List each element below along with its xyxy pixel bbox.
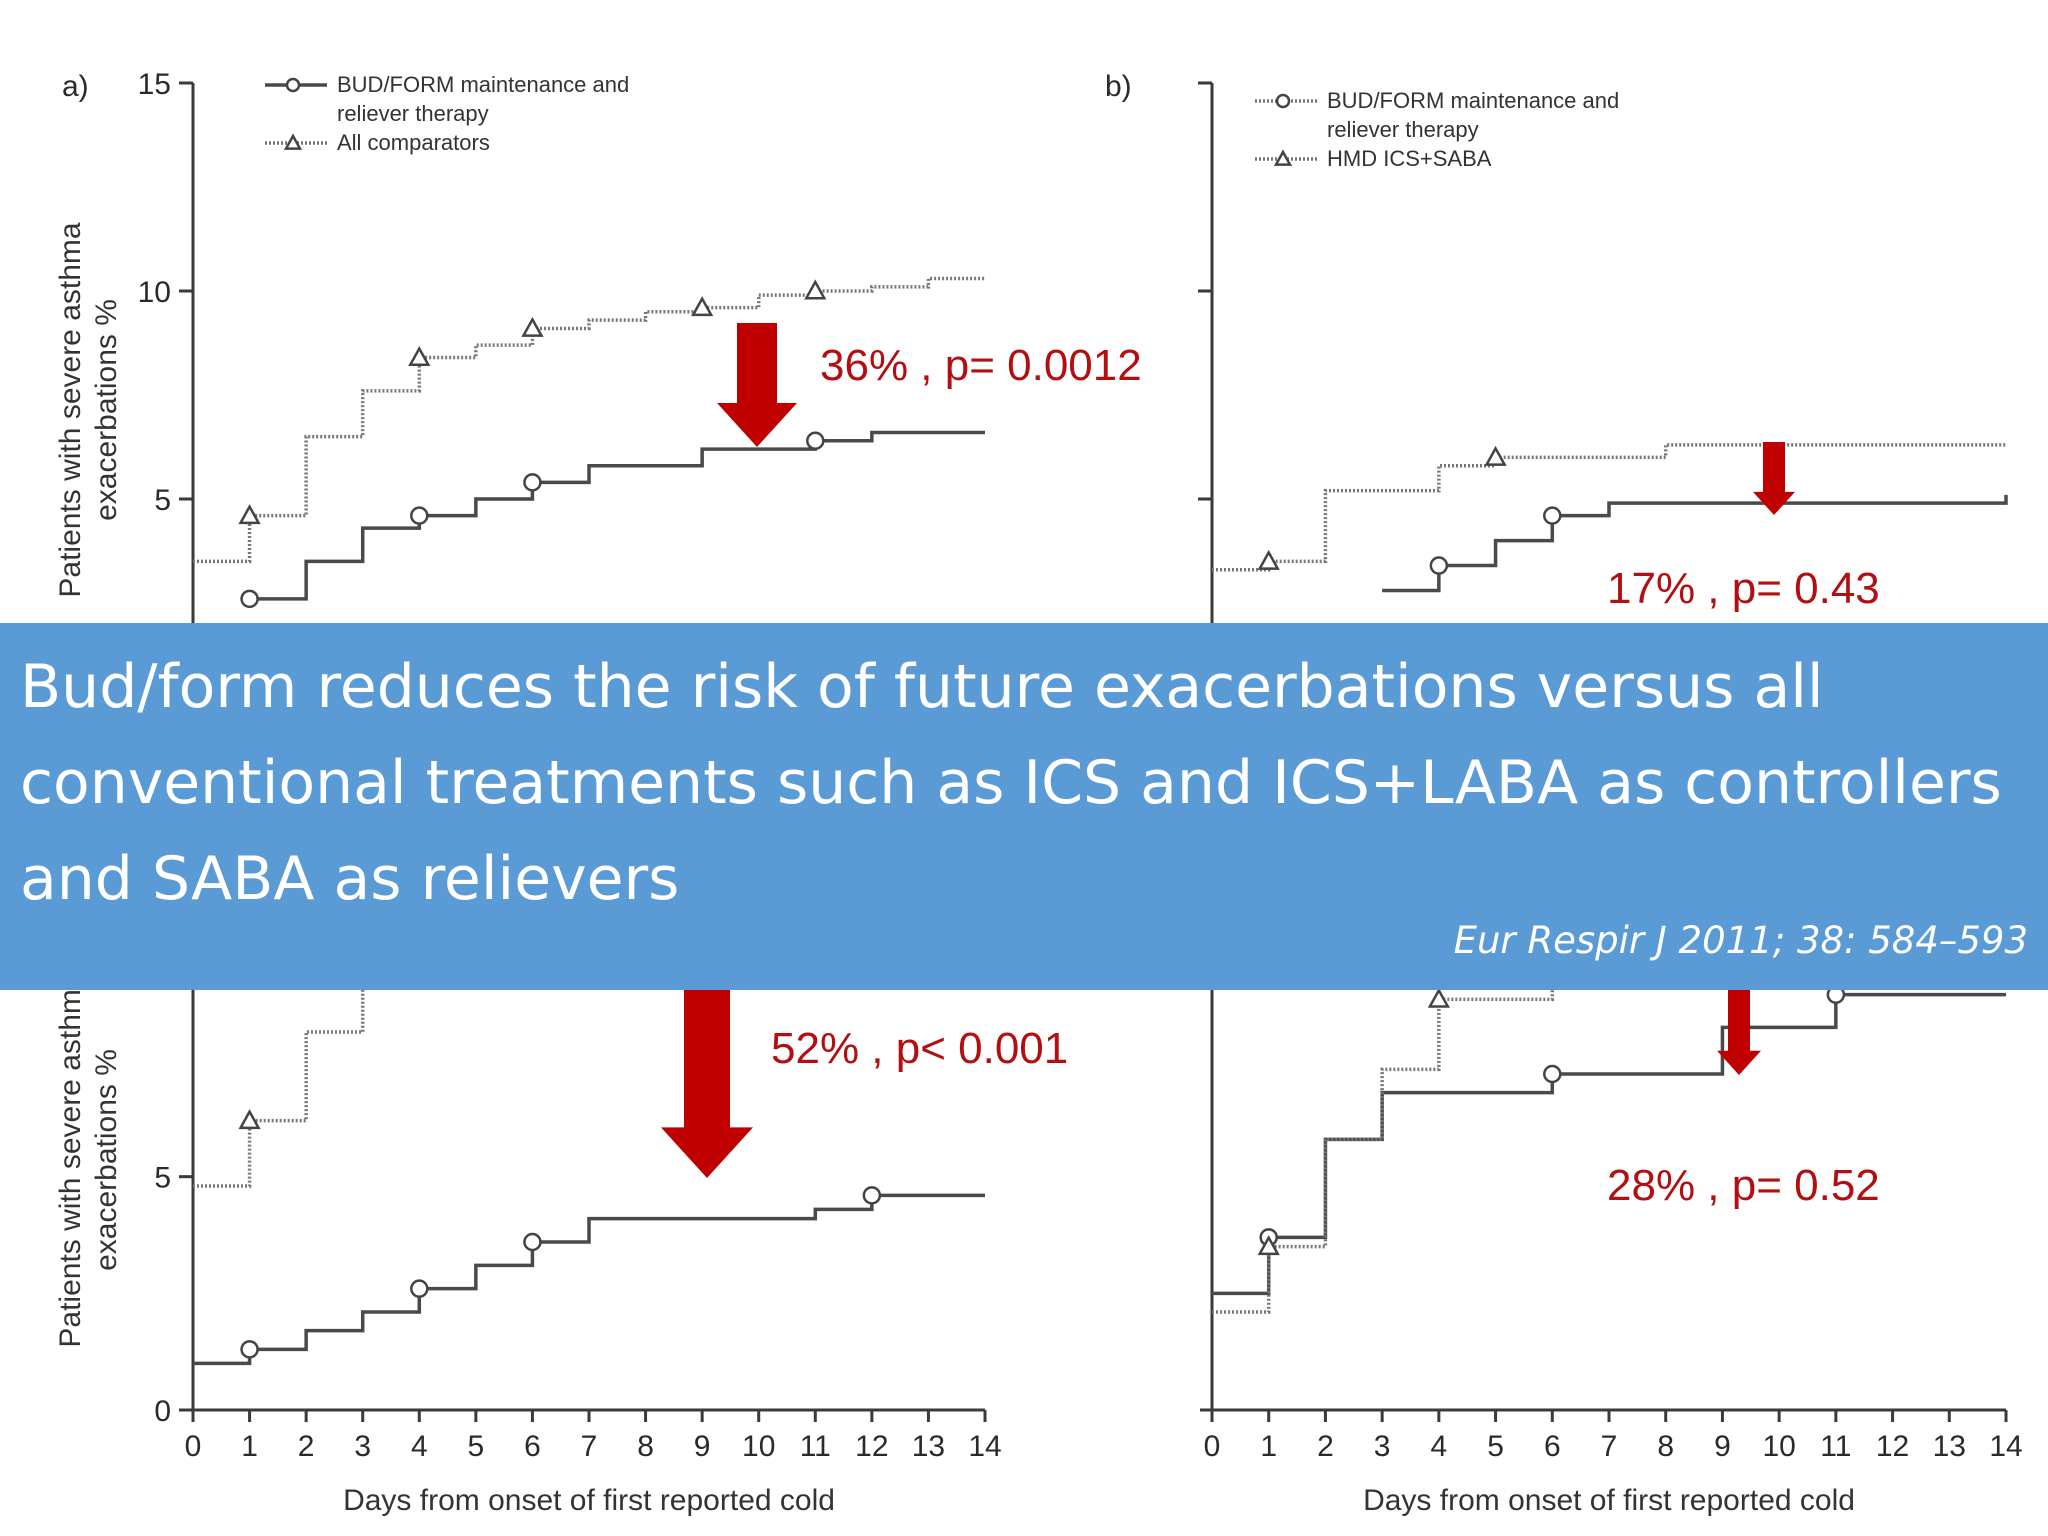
series-marker-triangle [408, 345, 431, 367]
series-line-2 [193, 276, 985, 564]
chart-panel-3: 105001234567891011121314Days from onset … [54, 928, 1068, 1517]
x-tick-label: 7 [581, 1430, 598, 1463]
x-tick-label: 2 [298, 1430, 315, 1463]
x-tick-label: 13 [1933, 1430, 1966, 1463]
series-line-1 [249, 430, 985, 601]
series-line-2 [1212, 950, 1725, 1314]
x-tick-label: 10 [1762, 1430, 1795, 1463]
series-marker-triangle [691, 296, 714, 317]
x-tick-label: 9 [1714, 1430, 1731, 1463]
x-tick-label: 3 [354, 1430, 371, 1463]
x-tick-label: 10 [742, 1430, 775, 1463]
plot-area [1212, 950, 2006, 1314]
series-line-1 [193, 1193, 985, 1366]
series-marker-circle [806, 431, 825, 451]
x-axis-label: Days from onset of first reported cold [1363, 1484, 1855, 1517]
x-tick-label: 11 [800, 1430, 831, 1463]
series-marker-triangle [1257, 1235, 1280, 1256]
series-marker-triangle [804, 279, 827, 300]
x-tick-label: 12 [1876, 1430, 1909, 1463]
plot-area [1212, 443, 2008, 593]
legend-entry-2: All comparators [337, 130, 490, 155]
x-tick-label: 0 [1204, 1430, 1221, 1463]
y-tick-label: 5 [154, 1162, 171, 1195]
citation: Eur Respir J 2011; 38: 584–593 [1453, 919, 2028, 962]
reduction-arrow [661, 990, 753, 1178]
legend-marker-circle [1275, 93, 1291, 109]
series-line-2 [193, 950, 422, 1188]
summary-banner: Bud/form reduces the risk of future exac… [0, 623, 2048, 990]
legend-marker-triangle [283, 133, 303, 150]
x-tick-label: 14 [1989, 1430, 2022, 1463]
reduction-annotation: 52% , p< 0.001 [771, 1024, 1068, 1073]
x-tick-label: 5 [1487, 1430, 1504, 1463]
x-tick-label: 8 [1657, 1430, 1674, 1463]
series-marker-circle [523, 1232, 542, 1252]
x-tick-label: 13 [912, 1430, 945, 1463]
y-tick-label: 10 [138, 276, 171, 309]
series-marker-circle [1543, 506, 1562, 525]
x-tick-label: 9 [694, 1430, 711, 1463]
x-tick-label: 4 [411, 1430, 428, 1463]
legend: BUD/FORM maintenance and reliever therapy… [265, 72, 629, 155]
reduction-arrow [717, 323, 797, 447]
x-tick-label: 7 [1601, 1430, 1618, 1463]
legend-marker-circle [285, 77, 301, 93]
reduction-annotation: 36% , p= 0.0012 [820, 341, 1142, 390]
x-tick-label: 12 [855, 1430, 888, 1463]
x-tick-label: 6 [1544, 1430, 1561, 1463]
reduction-arrow [1753, 442, 1795, 515]
legend-entry-1: BUD/FORM maintenance and reliever therapy [337, 72, 629, 126]
chart-panel-1: 15 10 5 Patients with severe asthma exacerba… [54, 68, 1142, 1410]
x-tick-label: 14 [968, 1430, 1001, 1463]
x-tick-label: 5 [468, 1430, 485, 1463]
series-marker-triangle [521, 316, 544, 337]
reduction-arrow [1717, 990, 1761, 1075]
series-marker-circle [1543, 1064, 1562, 1084]
x-tick-label: 2 [1317, 1430, 1334, 1463]
x-tick-label: 11 [1820, 1430, 1851, 1463]
legend-marker-triangle [1273, 149, 1293, 166]
legend-entry-2: HMD ICS+SABA [1327, 146, 1492, 171]
y-tick-label: 0 [154, 1395, 171, 1428]
series-marker-triangle [1257, 549, 1280, 570]
series-marker-circle [410, 506, 429, 525]
series-marker-circle [862, 1186, 882, 1205]
series-marker-triangle [238, 1109, 261, 1130]
panel-label: a) [62, 70, 89, 103]
banner-text: Bud/form reduces the risk of future exac… [20, 652, 2002, 914]
panel-label: b) [1105, 70, 1132, 103]
y-tick-label: 15 [138, 68, 171, 101]
x-tick-label: 3 [1374, 1430, 1391, 1463]
series-marker-circle [1429, 556, 1449, 575]
reduction-annotation: 28% , p= 0.52 [1607, 1161, 1880, 1210]
series-line-2 [1212, 443, 2006, 572]
series-marker-triangle [1427, 987, 1450, 1008]
x-tick-label: 8 [637, 1430, 654, 1463]
plot-area [193, 276, 985, 609]
series-marker-circle [523, 473, 542, 492]
series-marker-circle [240, 1340, 259, 1359]
x-tick-label: 6 [524, 1430, 541, 1463]
plot-area [193, 950, 985, 1366]
y-axis-label: Patients with severe asthma exacerbations… [54, 222, 123, 597]
legend: BUD/FORM maintenance and reliever therapy… [1255, 88, 1619, 171]
series-line-1 [1212, 992, 2006, 1296]
x-tick-label: 1 [241, 1430, 258, 1463]
reduction-annotation: 17% , p= 0.43 [1607, 564, 1880, 613]
legend-entry-1: BUD/FORM maintenance and reliever therapy [1327, 88, 1619, 142]
x-axis-label: Days from onset of first reported cold [343, 1484, 835, 1517]
y-tick-label: 5 [154, 484, 171, 517]
series-marker-circle [240, 589, 259, 609]
x-tick-label: 0 [185, 1430, 202, 1463]
series-marker-triangle [238, 504, 261, 525]
series-marker-circle [410, 1279, 429, 1298]
x-tick-label: 1 [1260, 1430, 1277, 1463]
x-tick-label: 4 [1431, 1430, 1448, 1463]
series-marker-triangle [1484, 445, 1507, 466]
y-axis-label: Patients with severe asthma exacerbations… [54, 972, 123, 1347]
